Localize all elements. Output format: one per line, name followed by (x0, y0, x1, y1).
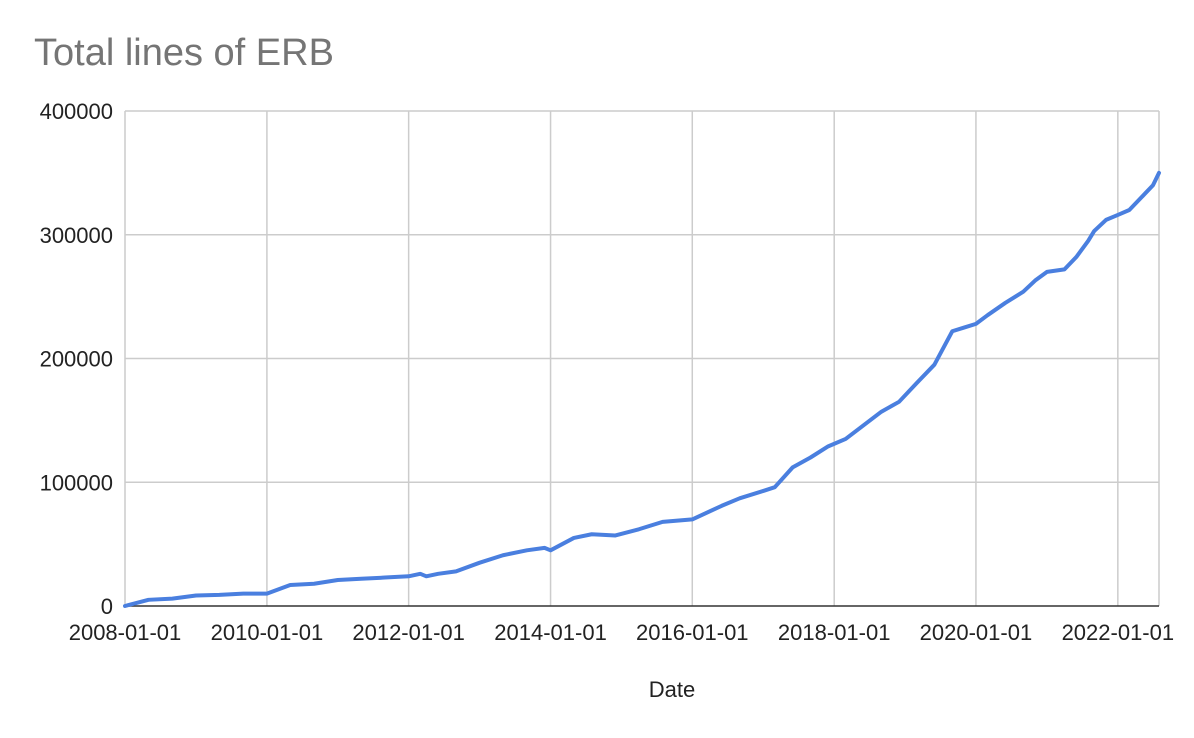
y-tick-label: 300000 (40, 223, 113, 248)
x-gridlines (124, 111, 1160, 606)
x-axis-label: Date (649, 677, 695, 702)
y-tick-label: 100000 (40, 470, 113, 495)
x-axis-ticks: 2008-01-01 2010-01-01 2012-01-01 2014-01-01… (69, 620, 1174, 645)
chart-title: Total lines of ERB (34, 32, 334, 74)
x-tick-label: 2022-01-01 (1062, 620, 1175, 645)
x-tick-label: 2018-01-01 (778, 620, 891, 645)
x-tick-label: 2012-01-01 (352, 620, 465, 645)
x-tick-label: 2014-01-01 (494, 620, 607, 645)
y-tick-label: 200000 (40, 347, 113, 372)
x-tick-label: 2020-01-01 (920, 620, 1033, 645)
y-axis-ticks: 0 100000 200000 300000 400000 (40, 99, 113, 619)
x-tick-label: 2010-01-01 (211, 620, 324, 645)
x-tick-label: 2016-01-01 (636, 620, 749, 645)
series-line (123, 170, 1161, 608)
y-gridlines (125, 110, 1159, 483)
y-tick-label: 400000 (40, 99, 113, 124)
x-tick-label: 2008-01-01 (69, 620, 182, 645)
y-tick-label: 0 (101, 594, 113, 619)
